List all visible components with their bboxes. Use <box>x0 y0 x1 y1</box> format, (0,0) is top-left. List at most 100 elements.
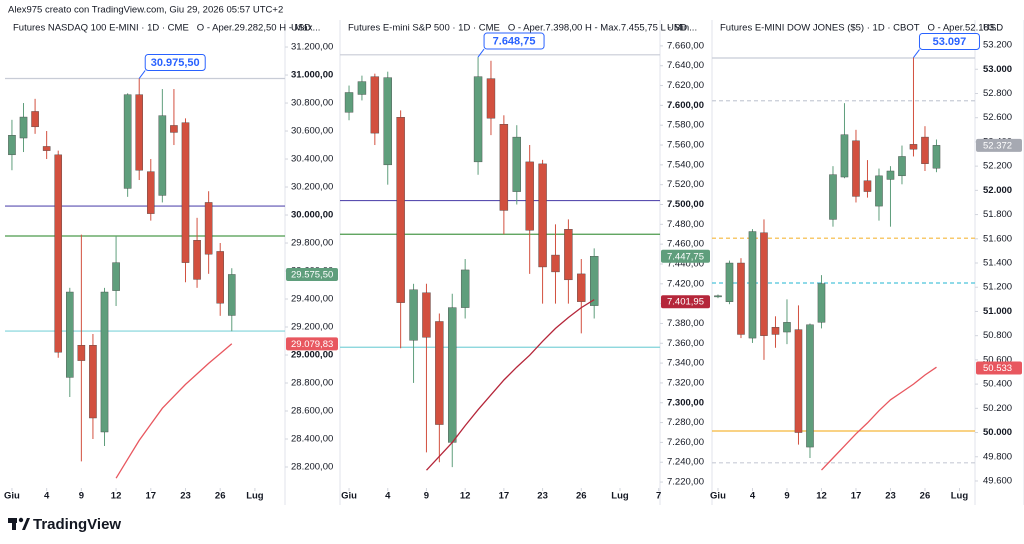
x-tick-label: Lug <box>246 491 264 502</box>
y-tick-label: 30.400,00 <box>291 154 333 165</box>
price-label: 7.401,95 <box>667 297 704 308</box>
candle-body <box>42 146 51 151</box>
candle-body <box>170 125 178 133</box>
y-tick-label: 53.200 <box>983 40 1012 51</box>
y-tick-label: 30.200,00 <box>291 182 333 193</box>
candle-body <box>512 136 521 192</box>
candle-body <box>898 156 906 177</box>
y-tick-label: 28.200,00 <box>291 462 333 473</box>
x-tick-label: 4 <box>385 491 391 502</box>
candle-body <box>909 144 918 150</box>
candle-body <box>448 307 457 443</box>
candle-body <box>8 135 16 156</box>
candle-body <box>564 229 573 281</box>
callout-label: 53.097 <box>933 36 967 48</box>
candle-body <box>725 262 734 302</box>
x-tick-label: Giu <box>341 491 357 502</box>
candle-body <box>370 76 380 134</box>
x-tick-label: Lug <box>951 491 969 502</box>
x-tick-label: 4 <box>44 491 50 502</box>
y-tick-label: 7.480,00 <box>667 219 704 230</box>
logo-mark <box>22 518 30 530</box>
y-tick-label: 30.600,00 <box>291 126 333 137</box>
candle-body <box>771 326 780 335</box>
candle-body <box>794 329 803 433</box>
y-tick-label: 7.580,00 <box>667 120 704 131</box>
price-label-box <box>661 249 710 263</box>
axis-unit: USD <box>983 23 1003 34</box>
y-tick-label: 50.200 <box>983 403 1012 414</box>
candle-body <box>886 170 895 180</box>
price-label: 50.533 <box>983 363 1012 374</box>
logo-mark <box>12 518 16 530</box>
y-tick-label: 7.220,00 <box>667 477 704 488</box>
footer: TradingView <box>33 516 121 533</box>
y-tick-label: 51.400 <box>983 258 1012 269</box>
y-tick-label: 53.000 <box>983 64 1012 75</box>
y-tick-label: 50.400 <box>983 379 1012 390</box>
callout-box <box>144 53 206 71</box>
candle-body <box>829 174 837 220</box>
x-tick-label: 9 <box>79 491 84 502</box>
candle-body <box>875 175 883 207</box>
candle-body <box>551 254 560 273</box>
y-tick-label: 28.600,00 <box>291 406 333 417</box>
candle-body <box>817 283 826 323</box>
chart-title: Futures NASDAQ 100 E-MINI · 1D · CME <box>13 23 189 34</box>
candle-body <box>422 292 431 338</box>
candle-body <box>748 231 757 339</box>
candle-body <box>760 232 768 336</box>
y-tick-label: 52.800 <box>983 88 1012 99</box>
x-tick-label: 17 <box>145 491 156 502</box>
y-tick-label: 50.600 <box>983 354 1012 365</box>
x-tick-label: 12 <box>816 491 827 502</box>
y-tick-label: 7.360,00 <box>667 338 704 349</box>
price-label: 7.447,75 <box>667 251 704 262</box>
price-label-box <box>286 337 338 351</box>
chart-panel: Futures E-mini S&P 500 · 1D · CME O - Ape… <box>340 20 713 505</box>
y-tick-label: 7.620,00 <box>667 80 704 91</box>
candle-body <box>714 295 722 298</box>
y-tick-label: 7.520,00 <box>667 179 704 190</box>
candle-body <box>357 81 367 95</box>
header: Alex975 creato con TradingView.com, Giu … <box>8 5 283 16</box>
y-tick-label: 7.540,00 <box>667 159 704 170</box>
y-tick-label: 28.800,00 <box>291 378 333 389</box>
candle-body <box>66 291 74 378</box>
y-tick-label: 29.400,00 <box>291 294 333 305</box>
candle-body <box>840 134 849 178</box>
y-tick-label: 30.000,00 <box>291 210 333 221</box>
price-label: 29.575,50 <box>291 269 333 280</box>
candle-body <box>589 256 599 306</box>
x-tick-label: 23 <box>537 491 548 502</box>
y-tick-label: 7.420,00 <box>667 278 704 289</box>
callout-pointer <box>913 49 920 58</box>
x-tick-label: 7 <box>656 491 661 502</box>
candle-body <box>863 180 872 192</box>
y-tick-label: 7.260,00 <box>667 437 704 448</box>
y-tick-label: 7.300,00 <box>667 397 704 408</box>
x-tick-label: 12 <box>111 491 122 502</box>
x-tick-label: 26 <box>215 491 226 502</box>
price-label-box <box>661 295 710 309</box>
x-tick-label: Giu <box>4 491 20 502</box>
candle-body <box>123 94 132 189</box>
y-tick-label: 51.600 <box>983 233 1012 244</box>
y-tick-label: 29.000,00 <box>291 350 333 361</box>
candle-body <box>525 161 534 231</box>
x-tick-label: 4 <box>750 491 756 502</box>
y-tick-label: 52.200 <box>983 161 1012 172</box>
candle-body <box>783 322 791 333</box>
y-tick-label: 7.640,00 <box>667 60 704 71</box>
x-tick-label: 23 <box>885 491 896 502</box>
y-tick-label: 50.800 <box>983 330 1012 341</box>
y-tick-label: 28.400,00 <box>291 434 333 445</box>
price-label-box <box>286 267 338 281</box>
callout-label: 7.648,75 <box>493 35 536 47</box>
y-tick-label: 30.800,00 <box>291 98 333 109</box>
y-tick-label: 29.200,00 <box>291 322 333 333</box>
y-tick-label: 7.560,00 <box>667 140 704 151</box>
candle-body <box>216 251 224 304</box>
